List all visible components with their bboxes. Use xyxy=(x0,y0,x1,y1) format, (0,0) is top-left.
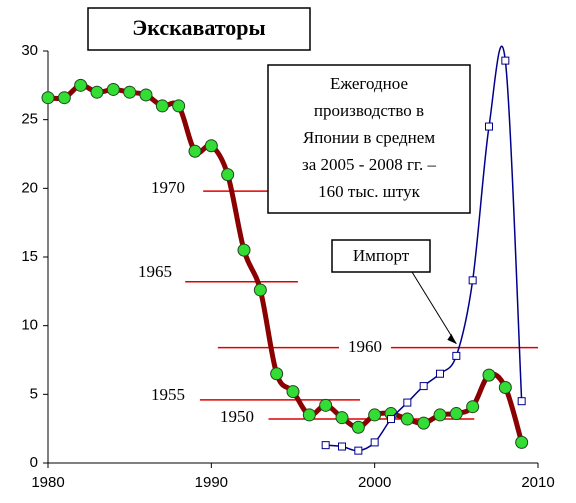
reference-label-bg xyxy=(142,386,194,406)
marker xyxy=(270,367,284,381)
marker xyxy=(123,85,137,99)
marker xyxy=(466,400,480,414)
annotation-box xyxy=(267,64,471,214)
marker xyxy=(482,368,496,382)
annotation-text: Ежегодное xyxy=(330,74,408,93)
marker xyxy=(436,369,444,378)
reference-label: 1950 xyxy=(220,407,254,426)
marker xyxy=(155,99,169,113)
reference-label: 1960 xyxy=(348,337,382,356)
marker xyxy=(370,438,379,447)
marker xyxy=(41,91,55,105)
marker xyxy=(90,85,104,99)
marker xyxy=(452,351,461,360)
marker xyxy=(221,168,235,182)
y-tick-label: 20 xyxy=(21,179,38,196)
marker xyxy=(517,397,526,406)
marker xyxy=(419,382,428,391)
annotation-text: производство в xyxy=(314,101,424,120)
marker xyxy=(468,276,477,285)
reference-label: 1970 xyxy=(151,178,185,197)
marker xyxy=(501,56,510,65)
marker xyxy=(74,78,88,92)
reference-label: 1955 xyxy=(151,385,185,404)
marker xyxy=(188,144,202,158)
marker xyxy=(485,122,493,131)
marker xyxy=(319,398,333,412)
marker xyxy=(400,412,414,426)
marker xyxy=(338,442,346,451)
marker xyxy=(515,435,529,449)
marker xyxy=(351,420,365,434)
reference-label-bg xyxy=(339,338,391,358)
callout-arrowhead xyxy=(447,333,457,344)
marker xyxy=(368,408,382,422)
x-tick-label: 2010 xyxy=(521,474,554,491)
marker xyxy=(106,82,120,96)
marker xyxy=(57,91,71,105)
marker xyxy=(403,398,412,407)
marker xyxy=(253,283,267,297)
callout-arrow xyxy=(411,271,457,345)
y-tick-label: 10 xyxy=(21,317,38,334)
marker xyxy=(286,385,300,399)
callout-box xyxy=(331,239,431,273)
y-tick-label: 25 xyxy=(21,111,38,128)
marker xyxy=(335,411,349,425)
x-tick-label: 1980 xyxy=(31,474,64,491)
annotation-text: Японии в среднем xyxy=(303,128,435,147)
reference-label-bg xyxy=(129,263,181,283)
x-tick-label: 2000 xyxy=(358,474,391,491)
marker xyxy=(354,446,363,455)
annotation-text: 160 тыс. штук xyxy=(318,182,420,201)
reference-label-bg xyxy=(211,408,263,428)
marker xyxy=(498,380,512,394)
reference-label: 1965 xyxy=(138,262,172,281)
marker xyxy=(172,99,186,113)
marker xyxy=(433,408,447,422)
y-tick-label: 15 xyxy=(21,248,38,265)
marker xyxy=(237,243,251,257)
marker xyxy=(139,88,153,102)
legend-label: Импорт xyxy=(353,246,410,265)
marker xyxy=(449,407,463,421)
y-tick-label: 0 xyxy=(30,454,38,471)
marker xyxy=(387,415,395,424)
marker xyxy=(204,139,218,153)
x-tick-label: 1990 xyxy=(195,474,228,491)
reference-label-bg xyxy=(142,179,194,199)
y-tick-label: 30 xyxy=(21,42,38,59)
y-tick-label: 5 xyxy=(30,385,38,402)
marker xyxy=(302,408,316,422)
title-box xyxy=(87,7,311,51)
annotation-text: за 2005 - 2008 гг. – xyxy=(302,155,436,174)
marker xyxy=(417,416,431,430)
marker xyxy=(321,441,330,450)
chart-title: Экскаваторы xyxy=(132,15,265,40)
